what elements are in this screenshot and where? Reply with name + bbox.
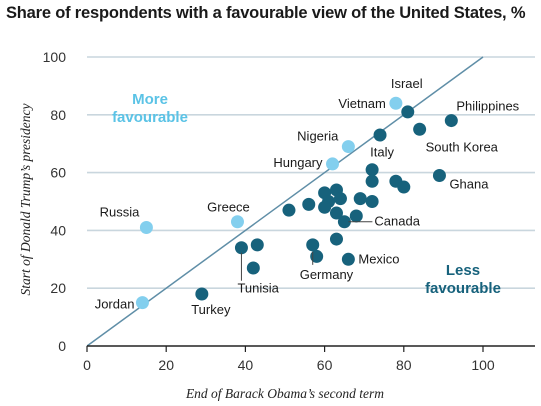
point-hungary bbox=[326, 157, 339, 170]
x-tick-label: 100 bbox=[471, 357, 495, 373]
point-greece bbox=[231, 215, 244, 228]
point bbox=[310, 250, 323, 263]
x-tick-label: 60 bbox=[317, 357, 333, 373]
label-nigeria: Nigeria bbox=[297, 129, 339, 144]
point-nigeria bbox=[342, 140, 355, 153]
region-more-favourable-line2: favourable bbox=[112, 109, 188, 126]
point-italy bbox=[366, 163, 379, 176]
point-south-korea bbox=[413, 123, 426, 136]
point bbox=[334, 192, 347, 205]
label-ghana: Ghana bbox=[449, 176, 489, 191]
point-ghana bbox=[433, 169, 446, 182]
point bbox=[247, 261, 260, 274]
point-mexico bbox=[342, 253, 355, 266]
point-tunisia bbox=[235, 241, 248, 254]
point-germany bbox=[306, 238, 319, 251]
x-tick-label: 40 bbox=[238, 357, 254, 373]
y-tick-label: 80 bbox=[50, 107, 66, 123]
point-israel bbox=[401, 105, 414, 118]
y-tick-label: 60 bbox=[50, 165, 66, 181]
label-italy: Italy bbox=[370, 145, 394, 160]
point bbox=[318, 201, 331, 214]
point bbox=[374, 129, 387, 142]
point bbox=[330, 207, 343, 220]
label-jordan: Jordan bbox=[95, 297, 135, 312]
label-south-korea: South Korea bbox=[426, 139, 499, 154]
point bbox=[251, 238, 264, 251]
label-russia: Russia bbox=[100, 205, 141, 220]
point bbox=[366, 175, 379, 188]
label-greece: Greece bbox=[207, 200, 250, 215]
label-mexico: Mexico bbox=[358, 251, 399, 266]
label-germany: Germany bbox=[300, 267, 354, 282]
region-less-favourable-line1: Less bbox=[446, 262, 480, 279]
y-tick-label: 40 bbox=[50, 222, 66, 238]
y-axis-title: Start of Donald Trump’s presidency bbox=[18, 103, 33, 295]
label-vietnam: Vietnam bbox=[338, 96, 385, 111]
x-tick-label: 20 bbox=[158, 357, 174, 373]
point bbox=[397, 181, 410, 194]
point-philippines bbox=[445, 114, 458, 127]
point bbox=[302, 198, 315, 211]
point-turkey bbox=[195, 287, 208, 300]
point bbox=[350, 209, 363, 222]
x-axis-title: End of Barack Obama’s second term bbox=[185, 386, 384, 401]
y-tick-label: 100 bbox=[43, 49, 67, 65]
label-philippines: Philippines bbox=[456, 99, 519, 114]
region-less-favourable-line2: favourable bbox=[425, 280, 501, 297]
point bbox=[366, 195, 379, 208]
label-hungary: Hungary bbox=[273, 155, 323, 170]
label-canada: Canada bbox=[374, 214, 420, 229]
point-jordan bbox=[136, 296, 149, 309]
point-russia bbox=[140, 221, 153, 234]
point bbox=[330, 233, 343, 246]
point bbox=[354, 192, 367, 205]
y-tick-label: 0 bbox=[58, 338, 66, 354]
point-vietnam bbox=[389, 97, 402, 110]
label-tunisia: Tunisia bbox=[237, 281, 279, 296]
y-tick-label: 20 bbox=[50, 280, 66, 296]
region-more-favourable-line1: More bbox=[132, 91, 168, 108]
x-tick-label: 80 bbox=[396, 357, 412, 373]
point bbox=[282, 204, 295, 217]
label-israel: Israel bbox=[391, 76, 423, 91]
x-tick-label: 0 bbox=[83, 357, 91, 373]
label-turkey: Turkey bbox=[191, 302, 231, 317]
